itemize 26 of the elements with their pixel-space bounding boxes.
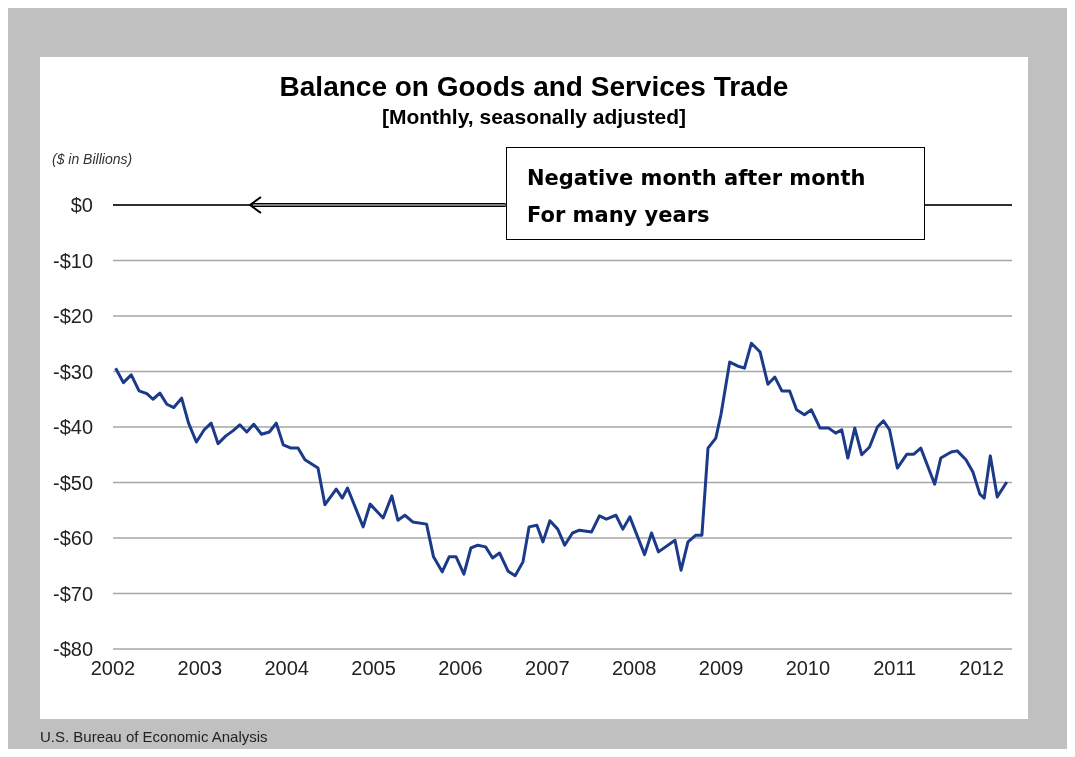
y-axis-title: ($ in Billions) [52,151,133,167]
x-tick-label: 2008 [611,657,657,680]
text-box: Negative month after month For many years [506,147,925,240]
line-series [114,341,1009,578]
x-tick-label: 2010 [785,657,831,680]
y-tick-label: -$70 [52,582,93,605]
x-tick-label: 2004 [264,657,309,680]
x-tick-label: 2009 [698,657,744,680]
x-tick-label: 2002 [90,657,136,680]
y-tick-label: $0 [70,194,93,217]
y-tick-label: -$40 [52,416,93,439]
chart-subtitle: [Monthly, seasonally adjusted] [380,105,688,129]
y-tick-label: -$60 [52,527,93,550]
x-tick-label: 2012 [959,657,1004,680]
chart-title: Balance on Goods and Services Trade [278,71,790,103]
x-tick-label: 2007 [525,657,570,680]
y-tick-label: -$80 [52,638,93,661]
x-tick-label: 2003 [177,657,223,680]
y-tick-label: -$10 [52,249,93,272]
y-tick-label: -$50 [52,471,93,494]
y-tick-label: -$30 [52,360,93,383]
y-tick-label: -$20 [52,305,93,328]
text: U.S. Bureau of Economic Analysis [40,728,268,745]
x-tick-label: 2011 [873,657,917,680]
x-tick-label: 2005 [351,657,396,680]
x-tick-label: 2006 [438,657,483,680]
